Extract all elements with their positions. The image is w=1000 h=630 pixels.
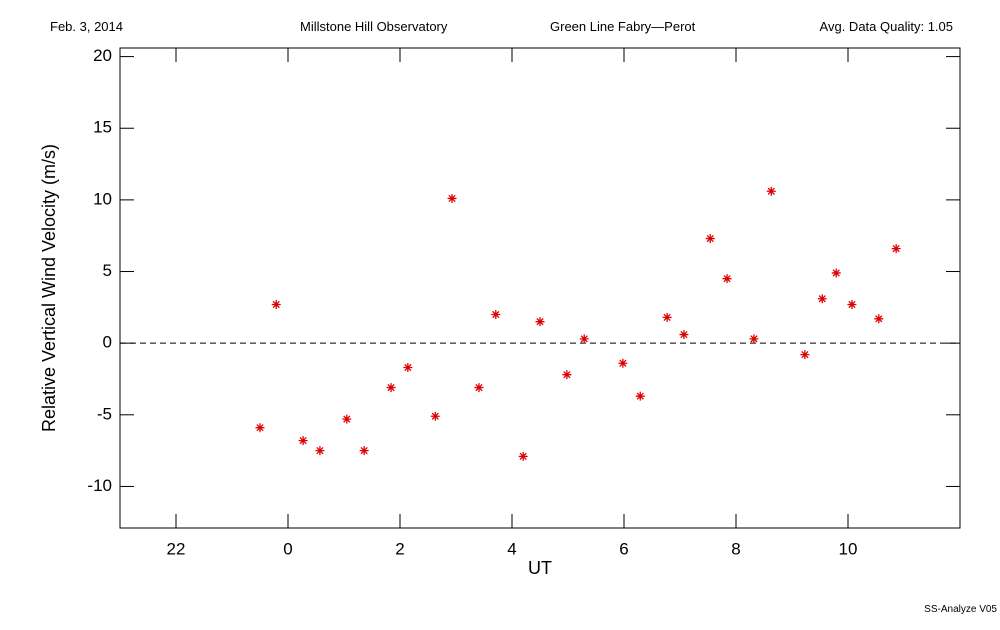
x-tick-label: 6 xyxy=(619,539,628,558)
data-point xyxy=(722,274,732,284)
data-point xyxy=(766,186,776,196)
data-point xyxy=(491,310,501,320)
quality: Avg. Data Quality: 1.05 xyxy=(820,19,953,34)
x-tick-label: 2 xyxy=(395,539,404,558)
data-point xyxy=(817,294,827,304)
data-point xyxy=(749,334,759,344)
data-point xyxy=(359,446,369,456)
data-point xyxy=(891,244,901,254)
data-point xyxy=(662,312,672,322)
y-tick-label: 0 xyxy=(103,333,112,352)
data-point xyxy=(255,423,265,433)
data-point xyxy=(315,446,325,456)
data-point xyxy=(403,363,413,373)
data-point xyxy=(618,358,628,368)
x-tick-label: 0 xyxy=(283,539,292,558)
x-tick-label: 4 xyxy=(507,539,516,558)
data-point xyxy=(705,234,715,244)
data-point xyxy=(298,436,308,446)
data-point xyxy=(386,383,396,393)
data-point xyxy=(535,317,545,327)
x-tick-label: 10 xyxy=(839,539,858,558)
y-axis-label: Relative Vertical Wind Velocity (m/s) xyxy=(39,144,59,432)
data-point xyxy=(847,299,857,309)
data-point xyxy=(562,370,572,380)
data-point xyxy=(474,383,484,393)
instrument: Green Line Fabry—Perot xyxy=(550,19,696,34)
plot-frame xyxy=(119,47,961,529)
x-axis-label: UT xyxy=(528,558,552,578)
date: Feb. 3, 2014 xyxy=(50,19,123,34)
data-point xyxy=(679,330,689,340)
y-tick-label: 15 xyxy=(93,118,112,137)
x-tick-label: 8 xyxy=(731,539,740,558)
y-tick-label: -10 xyxy=(87,476,112,495)
y-tick-label: 10 xyxy=(93,189,112,208)
data-point xyxy=(447,193,457,203)
data-point xyxy=(271,299,281,309)
data-point xyxy=(518,451,528,461)
x-tick-label: 22 xyxy=(167,539,186,558)
data-point xyxy=(342,414,352,424)
y-tick-label: -5 xyxy=(97,404,112,423)
observatory: Millstone Hill Observatory xyxy=(300,19,448,34)
data-point xyxy=(635,391,645,401)
footer: SS-Analyze V05 xyxy=(924,604,997,615)
data-point xyxy=(831,268,841,278)
y-tick-label: 5 xyxy=(103,261,112,280)
data-point xyxy=(430,411,440,421)
data-point xyxy=(579,334,589,344)
data-point xyxy=(800,350,810,360)
data-point xyxy=(874,314,884,324)
y-tick-label: 20 xyxy=(93,46,112,65)
